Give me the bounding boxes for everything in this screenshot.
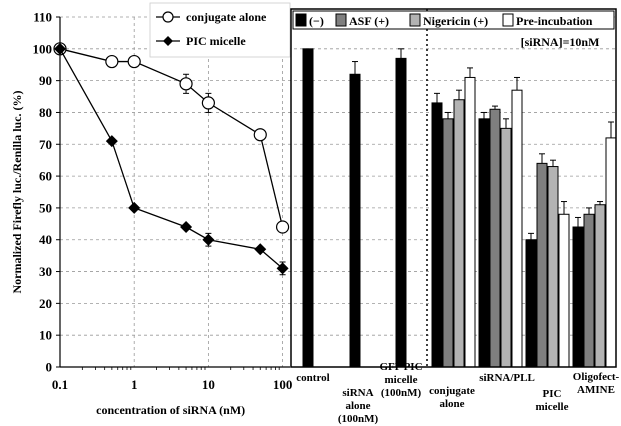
data-point bbox=[202, 233, 215, 246]
bar bbox=[511, 89, 523, 368]
legend-swatch bbox=[335, 13, 347, 27]
data-point bbox=[253, 128, 267, 142]
y-tick-label: 30 bbox=[39, 264, 52, 279]
bar bbox=[572, 226, 584, 368]
y-tick-label: 40 bbox=[39, 232, 52, 247]
bar bbox=[547, 166, 559, 368]
category-label: control bbox=[296, 372, 329, 384]
y-tick-label: 10 bbox=[39, 328, 52, 343]
category-label: (100nM) bbox=[338, 413, 379, 425]
series-line-pic-micelle bbox=[59, 48, 284, 269]
series-line-conjugate-alone bbox=[59, 48, 284, 228]
bar bbox=[536, 162, 548, 368]
data-point bbox=[127, 54, 141, 69]
legend-swatch bbox=[295, 13, 307, 27]
bar bbox=[431, 102, 443, 368]
bar-chart-frame bbox=[290, 8, 617, 368]
y-tick-label: 20 bbox=[39, 296, 52, 311]
data-point bbox=[275, 220, 290, 234]
x-tick-label: 1 bbox=[131, 377, 138, 392]
category-label: PIC bbox=[543, 388, 562, 400]
y-tick-label: 0 bbox=[46, 360, 53, 375]
bar-chart-bars bbox=[302, 48, 617, 368]
legend-label: conjugate alone bbox=[186, 10, 267, 24]
category-label: alone bbox=[439, 398, 464, 410]
legend-marker bbox=[162, 11, 174, 23]
legend-label: ASF (+) bbox=[349, 14, 389, 28]
line-chart-legend: conjugate alone PIC micelle bbox=[149, 2, 291, 58]
bar bbox=[594, 204, 606, 368]
bar bbox=[453, 99, 465, 368]
y-tick-label: 100 bbox=[33, 41, 53, 56]
bar bbox=[525, 239, 537, 368]
data-point bbox=[105, 54, 119, 69]
data-point bbox=[128, 201, 141, 214]
category-label: GFP PIC bbox=[379, 361, 422, 373]
legend-swatch bbox=[502, 13, 514, 27]
category-label: alone bbox=[345, 400, 370, 412]
bar bbox=[489, 108, 501, 368]
category-label: micelle bbox=[385, 374, 418, 386]
y-tick-label: 90 bbox=[39, 73, 52, 88]
bar bbox=[442, 118, 454, 368]
x-axis-label: concentration of siRNA (nM) bbox=[96, 403, 245, 417]
legend-marker bbox=[163, 36, 173, 46]
legend-box bbox=[149, 2, 291, 58]
data-point bbox=[105, 135, 118, 148]
y-tick-label: 50 bbox=[39, 200, 52, 215]
category-label: (100nM) bbox=[381, 387, 422, 399]
siRNA-concentration-annotation: [siRNA]=10nM bbox=[521, 35, 600, 49]
legend-label: (−) bbox=[309, 14, 324, 28]
legend-swatch bbox=[409, 13, 421, 27]
data-point bbox=[254, 243, 267, 256]
bar bbox=[395, 57, 407, 368]
category-label: siRNA bbox=[342, 387, 373, 399]
bar bbox=[558, 213, 570, 368]
data-point bbox=[201, 96, 215, 110]
data-point bbox=[54, 42, 66, 55]
bar bbox=[500, 127, 512, 368]
bar-chart-legend: (−) ASF (+) Nigericin (+) Pre-incubation [si… bbox=[292, 10, 615, 49]
x-tick-label: 100 bbox=[273, 377, 293, 392]
bar bbox=[349, 73, 361, 368]
legend-box bbox=[292, 10, 615, 30]
bar bbox=[464, 76, 476, 368]
data-point bbox=[276, 262, 289, 275]
category-label: siRNA/PLL bbox=[479, 372, 535, 384]
data-point bbox=[179, 77, 193, 91]
legend-label: PIC micelle bbox=[186, 34, 246, 48]
y-axis-label: Normalized Firefly luc./Renilla luc. (%) bbox=[10, 90, 24, 293]
x-tick-label: 10 bbox=[202, 377, 215, 392]
x-tick-label: 0.1 bbox=[52, 377, 68, 392]
category-label: Oligofect- bbox=[573, 371, 620, 383]
y-tick-label: 80 bbox=[39, 105, 52, 120]
data-point bbox=[180, 221, 193, 233]
legend-label: Pre-incubation bbox=[516, 14, 593, 28]
bar bbox=[478, 118, 490, 368]
legend-label: Nigericin (+) bbox=[423, 14, 488, 28]
category-label: AMINE bbox=[577, 384, 615, 396]
y-tick-label: 110 bbox=[33, 10, 52, 25]
bar bbox=[583, 213, 595, 368]
bar bbox=[302, 48, 314, 368]
line-chart-series bbox=[53, 42, 290, 276]
category-label: conjugate bbox=[429, 385, 475, 397]
category-label: micelle bbox=[536, 401, 569, 413]
y-tick-label: 60 bbox=[39, 169, 52, 184]
bar bbox=[605, 137, 617, 368]
y-tick-label: 70 bbox=[39, 137, 52, 152]
